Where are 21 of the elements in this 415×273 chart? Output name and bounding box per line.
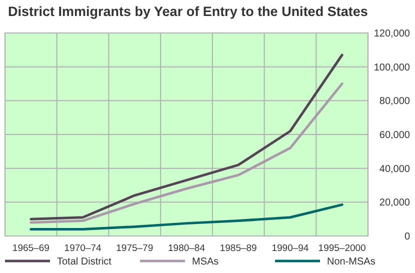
x-tick-label: 1995–2000 (318, 243, 366, 254)
line-series (30, 54, 344, 220)
x-tick-label: 1970–74 (64, 243, 102, 254)
chart-title: District Immigrants by Year of Entry to the United States (8, 4, 368, 19)
line-series (30, 82, 344, 224)
legend-label: MSAs (192, 256, 219, 268)
x-tick-label: 1980–84 (168, 243, 205, 254)
y-tick-label: 20,000 (379, 198, 410, 209)
y-tick-label: 120,000 (374, 28, 410, 40)
y-tick-label: 40,000 (379, 164, 410, 175)
line-series (30, 203, 344, 230)
y-tick-label: 60,000 (379, 130, 410, 141)
x-tick-label: 1965–69 (12, 243, 50, 254)
x-tick-label: 1985–89 (220, 243, 257, 254)
y-tick-label: 80,000 (379, 96, 410, 108)
legend-label: Total District (57, 256, 112, 268)
y-tick-label: 100,000 (374, 62, 410, 74)
x-tick-label: 1990–94 (272, 243, 309, 254)
legend-label: Non-MSAs (327, 256, 376, 268)
y-tick-label: 0 (404, 232, 410, 242)
x-tick-label: 1975–79 (116, 243, 154, 254)
